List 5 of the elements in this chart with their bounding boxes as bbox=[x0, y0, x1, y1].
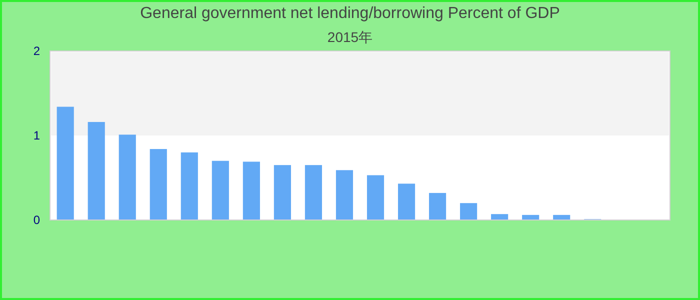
chart-title: General government net lending/borrowing Percent of GDP bbox=[140, 5, 560, 22]
y-tick-label: 2 bbox=[33, 44, 40, 58]
y-tick-label: 0 bbox=[33, 213, 40, 228]
chart-subtitle: 2015年 bbox=[327, 29, 373, 45]
y-tick-label: 1 bbox=[33, 128, 40, 143]
